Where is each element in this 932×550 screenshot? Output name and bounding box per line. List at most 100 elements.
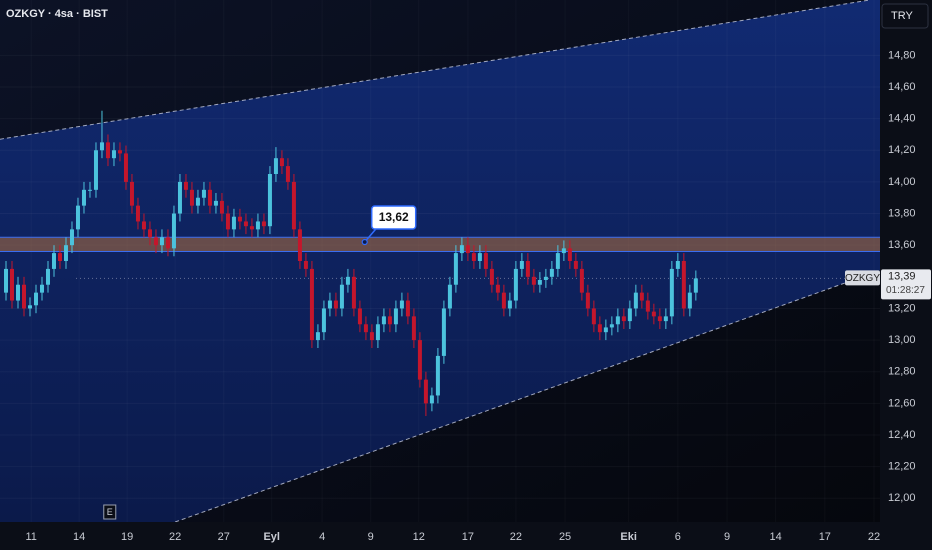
symbol-tag-box [845,270,880,286]
candle-body [249,226,254,230]
candle-body [525,261,530,277]
plot-layer [0,0,880,522]
candle-body [237,216,242,222]
candle-body [9,268,14,301]
candle-body [267,174,272,227]
candle-body [147,229,152,238]
candle-body [429,395,434,404]
y-tick-label: 12,80 [888,366,916,378]
x-tick-label: 22 [868,531,880,543]
chart-title: OZKGY · 4sa · BIST [6,8,108,20]
candle-body [99,142,104,151]
candle-body [417,340,422,380]
currency[interactable]: TRY [891,10,913,22]
candle-body [681,261,686,309]
last-price-label: 13,39 [888,270,916,282]
candle-body [351,276,356,309]
candle-body [435,355,440,396]
candle-body [627,308,632,322]
candle-body [69,229,74,246]
candle-body [549,268,554,277]
x-tick-label: 12 [413,531,425,543]
candle-body [75,205,80,230]
x-tick-label: 9 [724,531,730,543]
candle-body [171,213,176,249]
candle-body [339,284,344,309]
candle-body [117,150,122,154]
candle-body [3,268,8,293]
last-price-box [881,269,931,300]
event-marker-box[interactable] [103,504,117,520]
candle-body [483,253,488,269]
candle-body [405,300,410,317]
candle-body [159,237,164,246]
candle-body [471,253,476,261]
x-tick-label: 6 [675,531,681,543]
candle-body [657,316,662,322]
candle-body [477,253,482,261]
candle-body [261,221,266,227]
candle-body [393,308,398,325]
candle-body [321,308,326,333]
x-tick-label: 25 [559,531,571,543]
annotation-label: 13,62 [379,210,409,224]
y-tick-label: 13,00 [888,334,916,346]
candle-body [255,221,260,230]
candle-body [459,245,464,254]
candle-body [183,181,188,190]
candle-body [231,216,236,230]
channel-fill [0,0,880,522]
candle-body [219,200,224,214]
countdown: 01:28:27 [886,285,925,296]
currency-box[interactable] [881,3,929,29]
candle-body [141,221,146,230]
candle-body [441,308,446,356]
x-tick-label: Eki [620,531,637,543]
candle-body [489,268,494,285]
x-tick-label: 22 [510,531,522,543]
candle-body [543,276,548,280]
candle-body [15,284,20,301]
y-tick-label: 14,60 [888,81,916,93]
candle-body [285,166,290,182]
candle-body [615,316,620,325]
candle-body [51,253,56,269]
candle-body [495,284,500,293]
candle-body [369,332,374,341]
candle-body [579,268,584,293]
candle-body [81,189,86,206]
candle-body [585,292,590,309]
candle-body [21,284,26,309]
candle-body [501,292,506,309]
candle-body [651,311,656,317]
y-tick-label: 13,80 [888,207,916,219]
candle-body [303,261,308,269]
candle-body [537,279,542,285]
candle-body [621,316,626,322]
candle-body [309,268,314,341]
resistance-zone [0,237,880,252]
x-tick-label: 14 [769,531,781,543]
candle-body [93,150,98,190]
candle-body [465,245,470,254]
x-tick-label: 17 [462,531,474,543]
candle-body [273,158,278,174]
candle-body [153,237,158,246]
x-tick-label: 14 [73,531,85,543]
candle-body [87,189,92,191]
candle-body [693,278,698,293]
x-tick-label: 9 [368,531,374,543]
candle-body [645,300,650,312]
y-tick-label: 13,20 [888,302,916,314]
y-tick-label: 14,40 [888,113,916,125]
candle-body [519,261,524,269]
candle-body [555,253,560,269]
y-tick-label: 12,40 [888,429,916,441]
y-tick-label: 14,80 [888,49,916,61]
candle-body [639,292,644,301]
event-marker[interactable]: E [107,507,113,517]
candle-body [573,261,578,269]
candle-body [165,237,170,249]
y-tick-label: 13,60 [888,239,916,251]
